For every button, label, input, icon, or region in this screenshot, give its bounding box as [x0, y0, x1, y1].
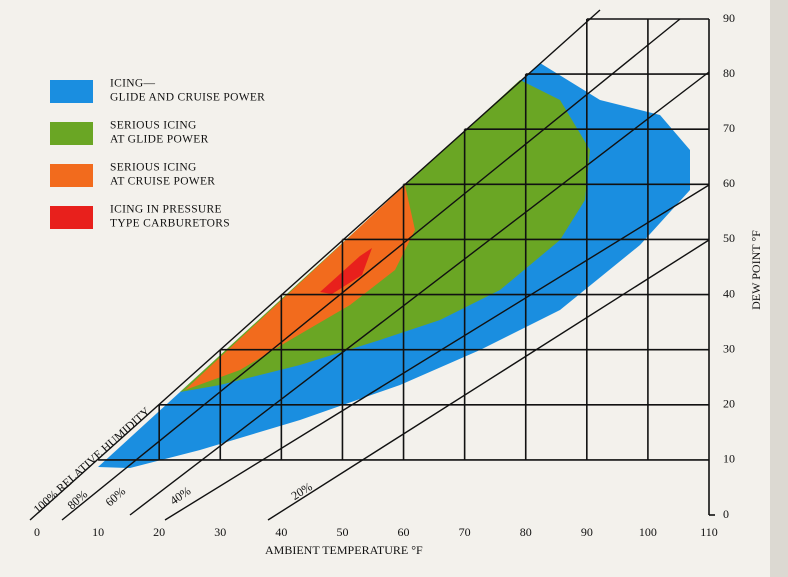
y-tick-label: 90	[723, 11, 735, 25]
y-tick-label: 70	[723, 121, 735, 135]
page-edge	[770, 0, 788, 577]
x-tick-label: 60	[398, 525, 410, 539]
x-tick-label: 0	[34, 525, 40, 539]
legend-swatch	[50, 164, 93, 187]
legend-label: GLIDE AND CRUISE POWER	[110, 92, 265, 104]
legend-swatch	[50, 206, 93, 229]
legend-label: TYPE CARBURETORS	[110, 218, 230, 230]
x-tick-label: 30	[214, 525, 226, 539]
x-tick-label: 10	[92, 525, 104, 539]
legend-swatch	[50, 80, 93, 103]
humidity-line	[29, 9, 601, 521]
legend-label: ICING IN PRESSURE	[110, 204, 222, 216]
legend-label: ICING—	[110, 78, 155, 90]
legend-label: AT CRUISE POWER	[110, 176, 215, 188]
humidity-label: 60%	[102, 484, 128, 509]
y-tick-label: 40	[723, 286, 735, 300]
region-cruise	[185, 185, 415, 390]
legend-label: SERIOUS ICING	[110, 162, 197, 174]
x-tick-label: 40	[275, 525, 287, 539]
x-tick-label: 20	[153, 525, 165, 539]
legend-swatch	[50, 122, 93, 145]
x-tick-label: 50	[336, 525, 348, 539]
region-pressure	[320, 248, 372, 294]
humidity-label: 80%	[64, 487, 90, 512]
regions	[98, 63, 690, 468]
x-tick-label: 70	[459, 525, 471, 539]
y-tick-label: 60	[723, 176, 735, 190]
humidity-label: 20%	[289, 479, 315, 503]
x-tick-label: 90	[581, 525, 593, 539]
y-tick-label: 20	[723, 397, 735, 411]
x-tick-label: 80	[520, 525, 532, 539]
x-tick-label: 100	[639, 525, 657, 539]
humidity-label: 40%	[167, 484, 193, 508]
y-tick-label: 80	[723, 66, 735, 80]
y-tick-label: 10	[723, 452, 735, 466]
legend-label: SERIOUS ICING	[110, 120, 197, 132]
humidity-line	[129, 71, 710, 516]
humidity-lines	[29, 9, 710, 521]
y-axis-label: DEW POINT °F	[749, 230, 763, 310]
x-axis-label: AMBIENT TEMPERATURE °F	[265, 543, 423, 557]
y-tick-label: 30	[723, 341, 735, 355]
y-tick-label: 50	[723, 231, 735, 245]
legend-label: AT GLIDE POWER	[110, 134, 209, 146]
y-tick-label: 0	[723, 507, 729, 521]
humidity-line	[164, 184, 710, 521]
humidity-line	[61, 18, 681, 521]
x-tick-label: 110	[700, 525, 718, 539]
grid	[98, 18, 715, 516]
humidity-line	[267, 239, 710, 521]
